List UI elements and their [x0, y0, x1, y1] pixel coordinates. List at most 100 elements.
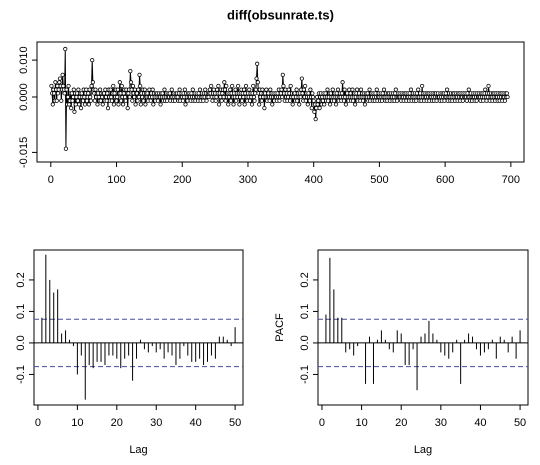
- point: [307, 98, 312, 103]
- point: [230, 83, 235, 89]
- x-tick-label: 500: [370, 174, 388, 186]
- point: [49, 83, 54, 89]
- point: [64, 87, 69, 92]
- point: [78, 105, 84, 111]
- point: [197, 87, 203, 92]
- point: [70, 98, 75, 103]
- point: [311, 98, 316, 103]
- y-tick-label: 0.010: [18, 46, 30, 74]
- point: [105, 91, 110, 96]
- point: [408, 87, 414, 92]
- point: [119, 83, 124, 89]
- point: [305, 102, 310, 107]
- x-tick-label: 400: [305, 174, 323, 186]
- point: [374, 87, 379, 92]
- y-tick-label: 0.2: [15, 272, 27, 287]
- point: [362, 102, 368, 107]
- point: [367, 87, 372, 92]
- point: [151, 102, 156, 107]
- point: [310, 91, 315, 96]
- point: [86, 91, 91, 96]
- point: [264, 87, 269, 92]
- point: [59, 98, 64, 103]
- point: [323, 91, 328, 96]
- point: [234, 98, 239, 103]
- point: [257, 102, 262, 107]
- point: [255, 80, 260, 85]
- point: [224, 83, 229, 89]
- point: [393, 87, 398, 92]
- point: [295, 98, 300, 103]
- point: [128, 80, 134, 85]
- point: [381, 87, 387, 92]
- point: [90, 80, 95, 85]
- point: [287, 98, 293, 103]
- point: [117, 80, 122, 85]
- x-axis-label: Lag: [129, 444, 147, 456]
- point: [88, 94, 93, 100]
- point: [84, 98, 90, 103]
- y-axis-label: PACF: [274, 313, 286, 342]
- point: [145, 91, 150, 96]
- x-axis-label: Lag: [414, 444, 432, 456]
- point: [98, 98, 103, 103]
- point: [67, 102, 72, 107]
- point: [138, 102, 143, 107]
- point: [60, 72, 65, 77]
- point: [111, 102, 116, 107]
- point: [483, 87, 488, 92]
- point: [190, 87, 195, 92]
- point: [301, 87, 306, 92]
- point: [315, 102, 320, 107]
- point: [89, 83, 94, 89]
- plot-frame: [33, 249, 244, 406]
- point: [203, 87, 208, 92]
- chart-title: diff(obsunrate.ts): [227, 7, 334, 22]
- point: [303, 98, 308, 103]
- point: [243, 83, 249, 89]
- point: [69, 105, 74, 111]
- point: [416, 87, 421, 92]
- point: [328, 91, 333, 96]
- x-tick-label: 30: [150, 417, 162, 429]
- point: [112, 91, 117, 96]
- point: [281, 83, 286, 89]
- point: [267, 98, 272, 103]
- point: [214, 94, 219, 100]
- point: [177, 87, 182, 92]
- point: [51, 91, 57, 96]
- x-tick-label: 10: [355, 417, 367, 429]
- point: [132, 94, 137, 100]
- point: [109, 98, 115, 103]
- point: [343, 102, 348, 107]
- point: [222, 80, 227, 85]
- point: [50, 102, 55, 107]
- y-tick-label: -0.1: [299, 365, 311, 384]
- point: [143, 102, 148, 107]
- point: [119, 98, 124, 103]
- point: [504, 91, 510, 96]
- point: [223, 98, 228, 103]
- point: [239, 98, 245, 103]
- point: [316, 98, 321, 103]
- point: [270, 102, 275, 107]
- x-tick-label: 0: [48, 174, 54, 186]
- point: [160, 91, 165, 96]
- point: [140, 94, 145, 100]
- point: [214, 87, 220, 92]
- point: [115, 94, 120, 100]
- point: [169, 87, 174, 92]
- point: [213, 98, 218, 103]
- point: [317, 105, 322, 111]
- point: [219, 98, 224, 103]
- point: [241, 87, 247, 92]
- y-tick-label: 0.0: [299, 335, 311, 350]
- point: [331, 98, 337, 103]
- x-tick-label: 600: [436, 174, 454, 186]
- point: [351, 98, 356, 103]
- point: [109, 94, 114, 100]
- point: [123, 98, 128, 103]
- point: [122, 94, 128, 100]
- point: [228, 98, 233, 103]
